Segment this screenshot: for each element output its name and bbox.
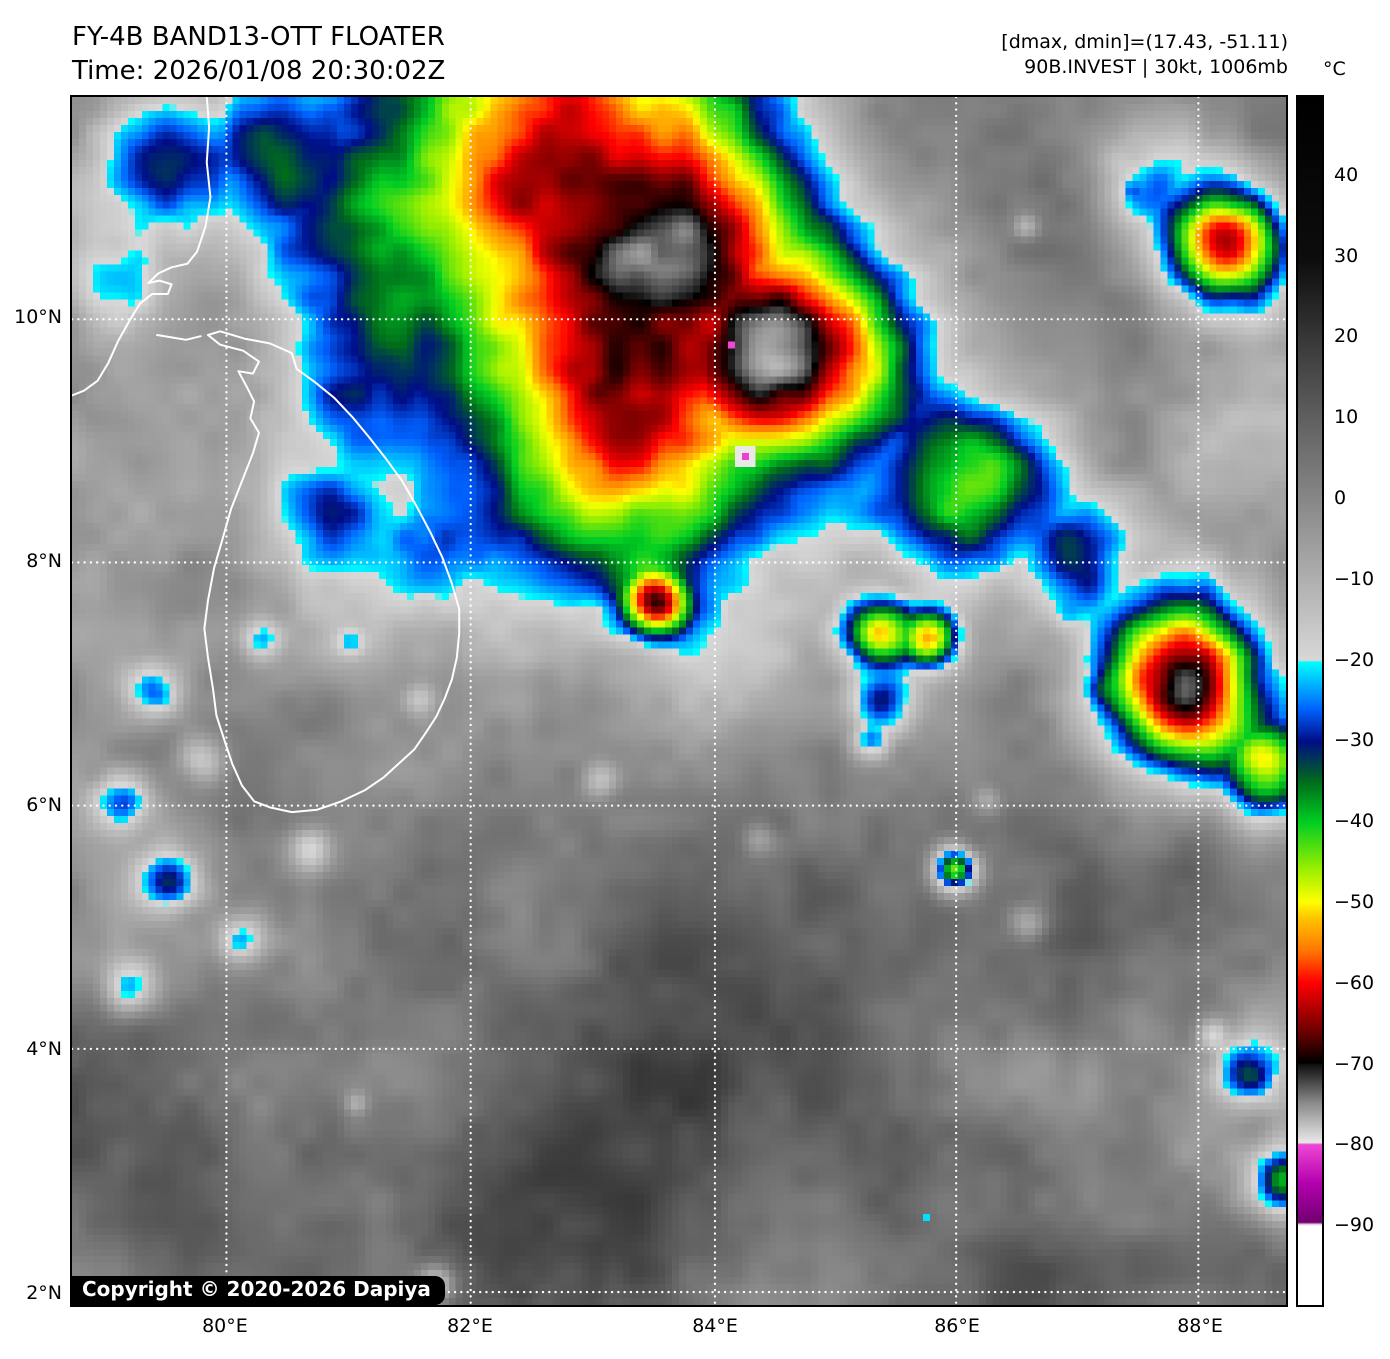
coastline <box>203 330 461 814</box>
colorbar-tick-label: 10 <box>1334 406 1359 429</box>
lat-tick-label: 8°N <box>26 549 62 572</box>
colorbar-tick-label: 20 <box>1334 325 1359 348</box>
info-block: [dmax, dmin]=(17.43, -51.11) 90B.INVEST … <box>1001 30 1288 80</box>
colorbar-tick-label: 40 <box>1334 163 1359 186</box>
lat-tick-label: 10°N <box>14 306 62 328</box>
satellite-imagery-canvas <box>72 97 1286 1305</box>
colorbar-tick-label: −30 <box>1334 729 1375 752</box>
satellite-map: Copyright © 2020-2026 Dapiya <box>70 95 1288 1307</box>
colorbar-tick-label: −20 <box>1334 648 1375 671</box>
lat-tick-label: 4°N <box>26 1038 62 1061</box>
map-overlay <box>72 97 1286 1305</box>
lon-tick-label: 84°E <box>692 1315 738 1337</box>
colorbar-tick-label: −70 <box>1334 1052 1375 1075</box>
lat-tick-label: 2°N <box>26 1282 62 1305</box>
lat-tick-label: 6°N <box>26 793 62 816</box>
product-title: FY-4B BAND13-OTT FLOATER <box>72 22 445 52</box>
colorbar-tick-label: −60 <box>1334 971 1375 994</box>
colorbar-tick-label: −90 <box>1334 1214 1375 1237</box>
lon-tick-label: 82°E <box>447 1315 493 1337</box>
lon-tick-label: 86°E <box>934 1315 980 1337</box>
colorbar-tick-label: −50 <box>1334 891 1375 913</box>
product-time: Time: 2026/01/08 20:30:02Z <box>72 56 446 86</box>
title-block: FY-4B BAND13-OTT FLOATER Time: 2026/01/0… <box>72 20 445 88</box>
coastline <box>72 97 212 397</box>
dmax-dmin-readout: [dmax, dmin]=(17.43, -51.11) <box>1001 31 1288 53</box>
colorbar-tick-label: −80 <box>1334 1133 1375 1156</box>
colorbar-tick-label: 30 <box>1334 244 1359 267</box>
coastline <box>156 334 202 341</box>
colorbar-gradient-canvas <box>1298 97 1322 1305</box>
colorbar <box>1296 95 1324 1307</box>
colorbar-units-label: °C <box>1323 58 1346 80</box>
colorbar-tick-label: 0 <box>1334 487 1347 509</box>
colorbar-tick-label: −40 <box>1334 810 1375 833</box>
copyright-badge: Copyright © 2020-2026 Dapiya <box>72 1276 445 1305</box>
lon-tick-label: 80°E <box>202 1315 248 1337</box>
lon-tick-label: 88°E <box>1177 1315 1223 1337</box>
storm-info-readout: 90B.INVEST | 30kt, 1006mb <box>1024 56 1288 78</box>
colorbar-tick-label: −10 <box>1334 567 1375 590</box>
